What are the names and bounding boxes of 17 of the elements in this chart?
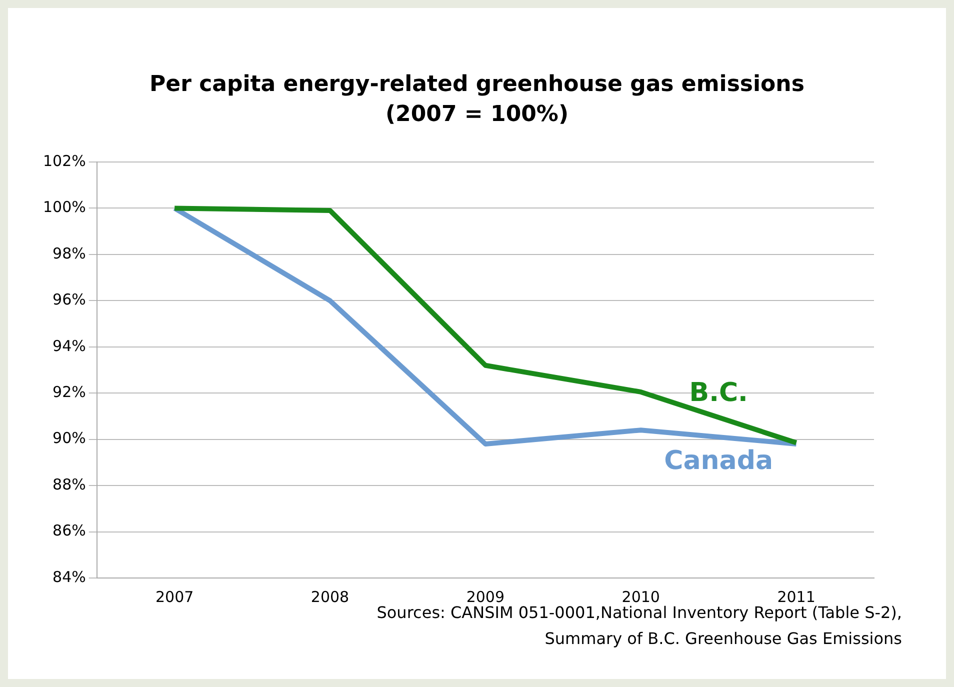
x-tick-label: 2008 (310, 588, 350, 606)
y-tick-label: 98% (52, 244, 86, 262)
y-tick-label: 96% (52, 290, 86, 309)
y-tick-label: 92% (52, 383, 86, 401)
series-label: B.C. (689, 378, 748, 408)
series-label: Canada (664, 446, 773, 476)
chart-title: Per capita energy-related greenhouse gas emissions (148, 71, 806, 99)
x-tick-label: 2007 (156, 588, 194, 606)
y-tick-label: 102% (42, 152, 86, 170)
y-tick-label: 88% (52, 475, 86, 494)
y-tick-label: 84% (52, 568, 86, 586)
chart-subtitle: (2007 = 100%) (384, 101, 570, 129)
y-tick-label: 100% (42, 198, 86, 216)
y-tick-label: 86% (52, 522, 86, 540)
y-tick-label: 94% (52, 336, 86, 355)
text: Summary of B.C. Greenhouse Gas Emissions (544, 628, 902, 650)
y-tick-label: 90% (52, 429, 86, 448)
